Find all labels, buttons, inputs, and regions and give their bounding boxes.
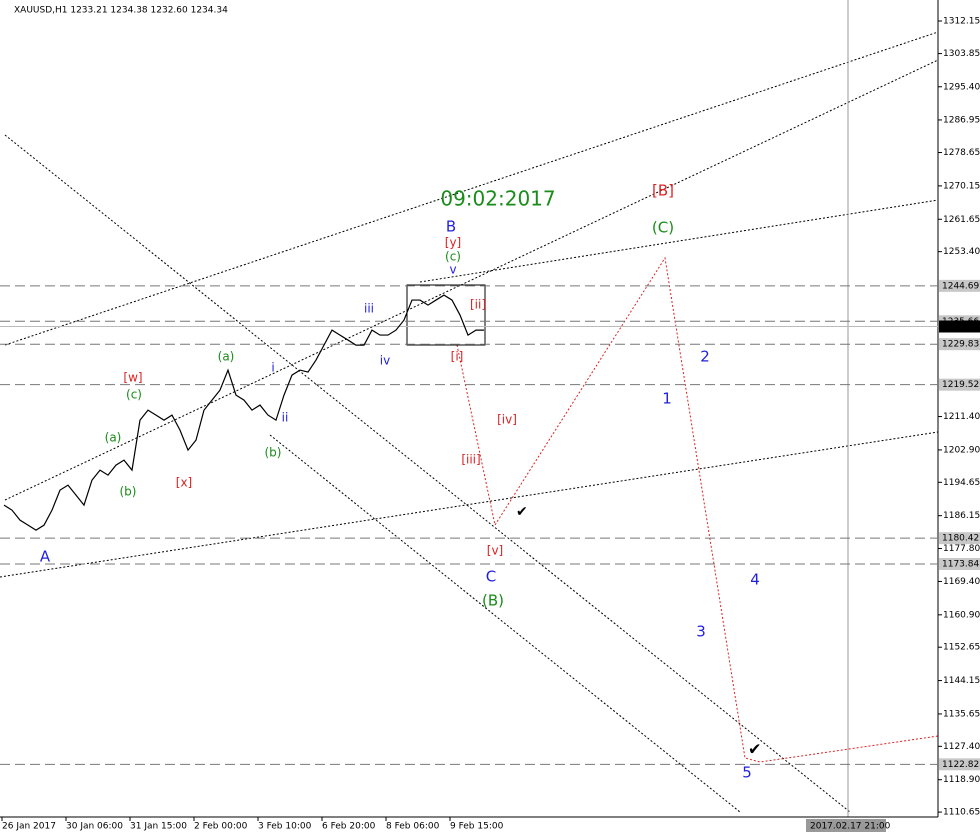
wave-label: [iii] [461,453,480,467]
crosshair-time: 2017.02.17 21:00 [810,822,891,832]
y-tick-label: 1110.65 [943,808,980,818]
y-tick-label: 1202.90 [943,445,980,455]
y-tick-label: 1303.85 [943,49,980,59]
projection [456,256,939,763]
wave-label: [ii] [470,298,486,312]
x-tick-label: 26 Jan 2017 [2,822,56,832]
last-price-bg [939,320,980,333]
y-tick-label: 1211.40 [943,412,980,422]
level-label: 1180.42 [942,534,979,544]
x-tick-label: 3 Feb 10:00 [258,822,312,832]
wave-label: 3 [696,623,706,641]
level-label-bg [939,338,980,351]
wave-label: (c) [445,250,461,264]
check-icon: ✔ [516,504,528,520]
y-tick-label: 1261.65 [943,215,980,225]
level-label: 1219.52 [942,380,979,390]
level-label: 1244.69 [942,281,979,291]
level-label-bg [939,758,980,771]
y-tick-label: 1253.40 [943,247,980,257]
wave-label: (C) [652,219,674,237]
y-tick-label: 1177.80 [943,544,980,554]
level-label-bg [939,532,980,545]
level-label-bg [939,558,980,571]
wave-label: [iv] [497,413,517,427]
wave-label: 2 [700,348,710,366]
x-tick-label: 30 Jan 06:00 [66,822,123,832]
wave-label: ii [282,411,289,425]
y-tick-label: 1144.15 [943,676,980,686]
trendline [4,134,851,813]
wave-label: [x] [176,476,192,490]
y-tick-label: 1160.90 [943,610,980,620]
x-tick-label: 9 Feb 15:00 [450,822,504,832]
last-price-label: 1234.34 [942,322,979,332]
wave-label: [i] [451,350,464,364]
y-tick-label: 1194.65 [943,478,980,488]
wave-label: (c) [126,388,142,402]
x-tick-label: 8 Feb 06:00 [386,822,440,832]
wave-label: (b) [120,485,137,499]
y-tick-label: 1135.65 [943,709,980,719]
y-tick-label: 1127.40 [943,742,980,752]
wave-label: 09:02:2017 [440,187,555,211]
wave-label: v [449,263,456,277]
level-label-bg [939,378,980,391]
level-label: 1122.82 [942,760,979,770]
check-icon: ✔ [748,740,761,759]
header: XAUUSD,H1 1233.21 1234.38 1232.60 1234.3… [14,6,228,16]
wave-label: [v] [487,544,503,558]
y-tick-label: 1312.15 [943,17,980,27]
wave-label: i [271,361,274,375]
y-tick-label: 1186.15 [943,511,980,521]
wave-label: (a) [218,350,235,364]
wave-label: iv [380,354,390,368]
wave-label: (b) [265,446,282,460]
trendline [419,199,939,283]
price-line [3,294,484,531]
box [406,284,486,346]
wave-label: [B] [652,182,674,200]
wave-label: 1 [662,390,672,408]
trendline [4,31,939,346]
y-tick-label: 1295.40 [943,82,980,92]
wave-label: B [446,218,456,236]
wave-label: iii [364,302,374,316]
x-tick-label: 31 Jan 15:00 [130,822,187,832]
wave-label: A [40,548,51,566]
wave-label: C [486,568,496,586]
wave-label: [w] [123,371,142,385]
wave-label: (B) [482,592,504,610]
trendline [269,434,741,813]
trendlines: ✔ ✔ [0,0,939,817]
y-tick-label: 1118.90 [943,775,980,785]
wave-label: (a) [105,431,122,445]
y-tick-label: 1270.15 [943,181,980,191]
y-tick-label: 1169.40 [943,577,980,587]
wave-label: 4 [750,571,760,589]
level-label-bg [939,279,980,292]
wave-label: [y] [445,236,461,250]
level-label: 1173.84 [942,560,979,570]
x-tick-label: 2 Feb 00:00 [194,822,248,832]
y-tick-label: 1278.65 [943,148,980,158]
wave-label: 5 [742,764,752,782]
level-label: 1229.83 [942,340,979,350]
crosshair-time-bg [806,819,886,832]
y-tick-label: 1286.95 [943,115,980,125]
x-tick-label: 6 Feb 20:00 [322,822,376,832]
y-tick-label: 1152.65 [943,643,980,653]
